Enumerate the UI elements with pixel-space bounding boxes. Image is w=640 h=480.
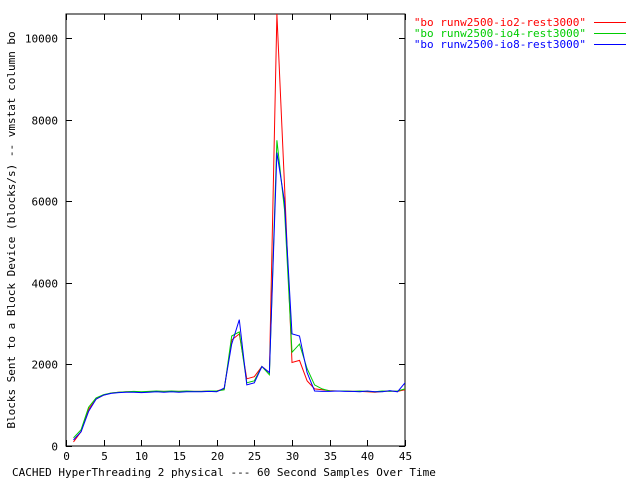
plot-frame — [65, 13, 406, 447]
y-tick-label: 8000 — [32, 115, 59, 128]
x-tick-label: 5 — [101, 450, 108, 463]
y-tick-label: 10000 — [25, 33, 58, 46]
x-tick-label: 0 — [63, 450, 70, 463]
y-axis-ticks: 0 2000 4000 6000 8000 10000 — [25, 33, 405, 454]
x-tick-label: 15 — [173, 450, 186, 463]
y-tick-label: 2000 — [32, 359, 59, 372]
y-tick-label: 4000 — [32, 278, 59, 291]
plot-border — [65, 13, 406, 447]
series-line-1 — [73, 14, 405, 443]
legend-label-1: "bo runw2500-io2-rest3000" — [414, 16, 586, 29]
y-tick-label: 6000 — [32, 196, 59, 209]
series-line-3 — [73, 152, 405, 441]
y-tick-label: 0 — [51, 441, 58, 454]
x-tick-label: 40 — [361, 450, 374, 463]
x-tick-label: 20 — [211, 450, 224, 463]
x-axis-title: CACHED HyperThreading 2 physical --- 60 … — [12, 466, 436, 479]
legend: "bo runw2500-io2-rest3000""bo runw2500-i… — [414, 16, 626, 51]
series-line-2 — [73, 140, 405, 439]
x-tick-label: 10 — [135, 450, 148, 463]
x-tick-label: 30 — [286, 450, 299, 463]
x-tick-label: 45 — [399, 450, 412, 463]
x-tick-label: 35 — [324, 450, 337, 463]
x-tick-label: 25 — [248, 450, 261, 463]
y-axis-title: Blocks Sent to a Block Device (blocks/s)… — [5, 31, 18, 428]
legend-label-2: "bo runw2500-io4-rest3000" — [414, 27, 586, 40]
x-axis-ticks: 0 5 10 15 20 25 30 35 40 45 — [63, 14, 412, 463]
series-lines — [73, 14, 405, 443]
legend-label-3: "bo runw2500-io8-rest3000" — [414, 38, 586, 51]
